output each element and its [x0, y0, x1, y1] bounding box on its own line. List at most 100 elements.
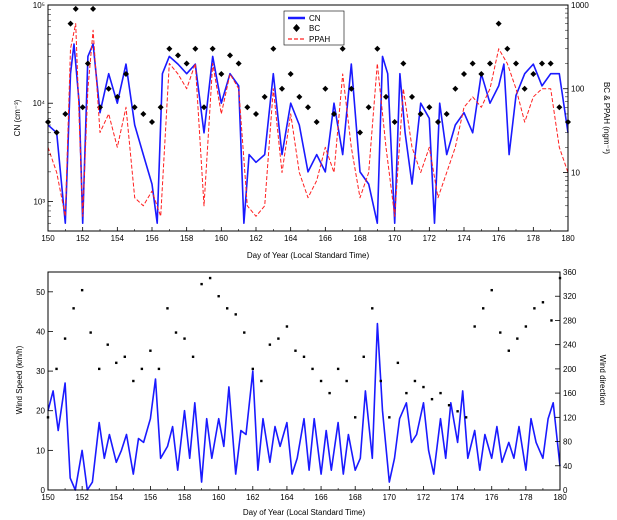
bc-point: [67, 20, 74, 27]
x-tick-label: 180: [561, 234, 575, 243]
bc-point: [495, 20, 502, 27]
wind-direction-point: [72, 307, 75, 310]
bc-point: [443, 110, 450, 117]
bc-point: [90, 5, 97, 12]
bc-point: [383, 93, 389, 100]
bc-point: [391, 119, 398, 126]
bc-point: [175, 52, 181, 59]
bc-point: [487, 60, 493, 67]
bc-point: [513, 60, 519, 67]
bc-point: [235, 60, 242, 67]
wind-direction-point: [550, 319, 553, 322]
wind-direction-point: [311, 367, 314, 371]
bc-point: [279, 85, 285, 92]
bc-point: [149, 119, 155, 126]
wind-direction-point: [490, 288, 493, 292]
y-tick-label: 30: [36, 367, 45, 376]
x-tick-label: 152: [75, 493, 89, 502]
bottom-x-axis: 150 152 154 156 158 160 162 164 166 168 170 172 174 1…: [41, 486, 567, 502]
wind-plot-area: [46, 276, 562, 491]
wind-direction-point: [328, 391, 331, 395]
wind-direction-point: [106, 343, 109, 346]
y-tick-label: 10³: [33, 197, 45, 206]
bc-point: [374, 45, 381, 52]
bc-point: [201, 104, 207, 111]
bc-series: [45, 5, 571, 136]
wind-direction-point: [251, 367, 254, 371]
bc-point: [521, 85, 528, 92]
y-tick-label: 10⁵: [33, 1, 45, 10]
wind-direction-point: [200, 282, 203, 286]
x-tick-label: 162: [246, 493, 260, 502]
y2-tick-label: 120: [563, 413, 577, 422]
wind-direction-point: [217, 295, 220, 298]
x-tick-label: 166: [319, 234, 333, 243]
bc-point: [62, 110, 69, 117]
x-tick-label: 172: [423, 234, 437, 243]
bc-point: [166, 45, 173, 52]
wind-direction-point: [55, 367, 58, 371]
bc-point: [114, 93, 121, 100]
bc-point: [417, 110, 424, 117]
bc-point: [339, 45, 346, 52]
y-tick-label: 50: [36, 288, 45, 297]
legend: CN BC PPAH: [283, 10, 345, 46]
bc-point: [244, 104, 251, 111]
bc-point: [426, 104, 433, 111]
bc-point: [53, 129, 60, 136]
y2-tick-label: 360: [563, 268, 577, 277]
wind-direction-point: [413, 379, 417, 383]
wind-direction-point: [115, 361, 118, 365]
x-tick-label: 172: [417, 493, 431, 502]
y2-tick-label: 100: [571, 85, 585, 94]
bc-point: [72, 5, 79, 12]
bc-point: [131, 104, 138, 111]
legend-cn-label: CN: [309, 14, 321, 23]
bc-point: [296, 93, 303, 100]
y2-tick-label: 280: [563, 316, 577, 325]
wind-direction-point: [149, 349, 152, 352]
bc-point: [530, 70, 537, 77]
wind-direction-point: [473, 325, 476, 328]
wind-direction-point: [140, 367, 144, 371]
bc-point: [123, 70, 129, 77]
bc-point: [157, 104, 164, 111]
bc-point: [331, 110, 337, 117]
top-right-axis: 10 100 1000: [563, 1, 589, 232]
x-tick-label: 170: [388, 234, 402, 243]
wind-direction-point: [302, 355, 306, 358]
y2-tick-label: 240: [563, 341, 577, 350]
wind-direction-point: [533, 307, 536, 310]
x-tick-label: 150: [41, 493, 55, 502]
wind-direction-point: [234, 313, 237, 316]
x-tick-label: 152: [76, 234, 90, 243]
top-left-axis: 10³ 10⁴ 10⁵: [33, 1, 53, 232]
x-tick-label: 176: [492, 234, 506, 243]
wind-direction-point: [499, 331, 502, 334]
wind-direction-point: [183, 337, 186, 340]
x-tick-label: 168: [353, 234, 367, 243]
bc-point: [209, 45, 216, 52]
top-y2-axis-label: BC & PPAH (ngm⁻³): [602, 82, 611, 154]
y2-tick-label: 1000: [571, 1, 589, 10]
bottom-panel: 150 152 154 156 158 160 162 164 166 168 170 172 174 1…: [15, 268, 607, 517]
bc-point: [287, 70, 294, 77]
wind-direction-point: [63, 337, 67, 340]
bc-point: [84, 60, 91, 67]
y-tick-label: 10⁴: [33, 99, 46, 108]
wind-direction-point: [362, 355, 365, 358]
wind-direction-point: [482, 307, 485, 310]
x-tick-label: 170: [383, 493, 397, 502]
wind-speed-line: [47, 322, 561, 491]
wind-direction-point: [132, 379, 135, 383]
wind-direction-point: [243, 331, 246, 334]
x-tick-label: 154: [110, 493, 124, 502]
wind-direction-point: [285, 325, 289, 328]
bc-point: [105, 85, 112, 92]
bc-point: [357, 129, 363, 136]
wind-direction-point: [388, 416, 391, 419]
bottom-y2-axis-label: Wind direction: [598, 355, 607, 406]
y2-tick-label: 0: [563, 486, 568, 495]
cn-line: [47, 43, 569, 224]
